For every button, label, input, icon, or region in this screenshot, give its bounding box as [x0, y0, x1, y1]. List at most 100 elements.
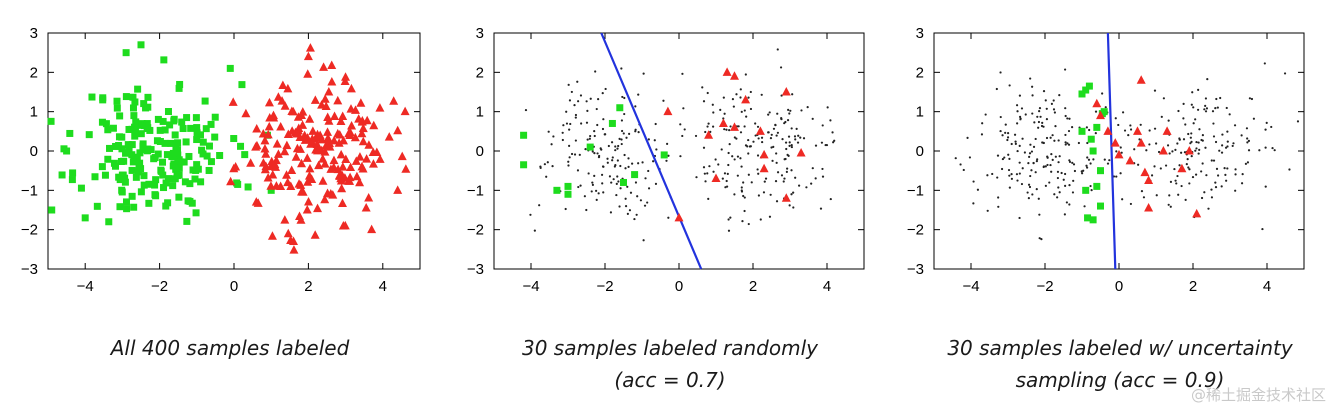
green-square-point	[133, 154, 141, 162]
unlabeled-point	[702, 146, 706, 149]
green-square-point	[162, 179, 170, 187]
unlabeled-point	[1004, 131, 1007, 134]
labeled-red-triangle	[796, 147, 806, 157]
unlabeled-point	[604, 87, 607, 91]
green-square-point	[193, 124, 201, 132]
green-square-point	[116, 112, 124, 120]
unlabeled-point	[586, 138, 589, 141]
green-square-point	[124, 141, 132, 149]
unlabeled-point	[1178, 164, 1181, 167]
green-square-point	[122, 198, 130, 206]
unlabeled-point	[1195, 147, 1198, 150]
unlabeled-point	[711, 103, 714, 106]
x-tick-label: −4	[522, 278, 539, 295]
red-triangle-point	[272, 139, 282, 148]
unlabeled-point	[1205, 174, 1208, 177]
unlabeled-point	[653, 139, 656, 142]
y-tick-label: 0	[30, 143, 38, 160]
unlabeled-point	[790, 145, 793, 149]
unlabeled-point	[601, 182, 604, 185]
unlabeled-point	[620, 142, 623, 146]
unlabeled-point	[1085, 126, 1088, 129]
unlabeled-point	[1210, 196, 1214, 199]
unlabeled-point	[1265, 121, 1268, 124]
unlabeled-point	[1224, 173, 1227, 177]
unlabeled-point	[584, 148, 587, 151]
unlabeled-point	[768, 215, 772, 218]
green-square-point	[105, 218, 113, 226]
labeled-green-square	[520, 131, 528, 139]
unlabeled-point	[1250, 97, 1254, 101]
unlabeled-point	[1162, 97, 1165, 100]
unlabeled-point	[1031, 85, 1034, 88]
green-square-point	[129, 104, 137, 112]
unlabeled-point	[614, 145, 617, 148]
unlabeled-point	[1054, 155, 1057, 158]
red-triangle-point	[291, 152, 301, 161]
y-tick-label: 1	[30, 104, 38, 121]
unlabeled-point	[585, 100, 588, 103]
decision-boundary-line	[600, 32, 703, 270]
green-square-point	[164, 175, 172, 183]
unlabeled-point	[784, 141, 788, 144]
green-square-point	[151, 181, 159, 189]
red-triangle-point	[347, 120, 357, 130]
unlabeled-point	[733, 136, 736, 139]
unlabeled-point	[1103, 158, 1106, 161]
unlabeled-point	[634, 105, 637, 108]
x-tick-label: −4	[962, 278, 979, 295]
unlabeled-point	[1037, 197, 1040, 200]
green-square-point	[201, 97, 209, 105]
unlabeled-point	[1197, 141, 1200, 144]
unlabeled-point	[761, 140, 764, 144]
x-tick-label: 2	[1189, 278, 1197, 295]
unlabeled-point	[1006, 136, 1010, 139]
unlabeled-point	[743, 196, 746, 199]
green-square-point	[267, 186, 275, 194]
unlabeled-point	[1167, 119, 1170, 122]
unlabeled-point	[1205, 107, 1209, 110]
unlabeled-point	[1038, 109, 1041, 113]
red-triangle-point	[263, 129, 273, 139]
green-square-point	[175, 164, 183, 172]
unlabeled-point	[618, 205, 621, 208]
unlabeled-point	[1027, 197, 1030, 200]
unlabeled-point	[819, 207, 823, 210]
unlabeled-point	[588, 137, 591, 140]
green-square-point	[109, 124, 117, 132]
unlabeled-point	[585, 121, 589, 124]
red-triangle-point	[333, 95, 343, 105]
unlabeled-point	[744, 73, 747, 76]
unlabeled-point	[1226, 130, 1229, 133]
unlabeled-point	[1226, 167, 1229, 170]
red-triangle-point	[305, 163, 315, 173]
unlabeled-point	[779, 66, 783, 69]
unlabeled-point	[814, 144, 818, 147]
unlabeled-point	[1057, 186, 1060, 189]
red-triangle-point	[317, 134, 327, 144]
unlabeled-point	[694, 134, 698, 138]
labeled-red-triangle	[1192, 208, 1202, 218]
red-triangle-point	[260, 144, 270, 153]
green-square-point	[131, 98, 139, 106]
labeled-green-square	[1082, 86, 1090, 94]
unlabeled-point	[829, 119, 832, 122]
green-square-point	[234, 180, 242, 188]
unlabeled-point	[1196, 108, 1200, 111]
green-square-point	[134, 85, 142, 93]
unlabeled-point	[620, 119, 624, 122]
unlabeled-point	[1035, 159, 1038, 163]
unlabeled-point	[789, 109, 792, 112]
red-triangle-point	[327, 60, 337, 69]
unlabeled-point	[578, 153, 581, 156]
green-square-point	[140, 100, 148, 108]
unlabeled-point	[1190, 103, 1193, 106]
red-triangle-point	[317, 100, 327, 109]
unlabeled-point	[593, 130, 596, 133]
unlabeled-point	[646, 201, 649, 204]
unlabeled-point	[595, 198, 598, 202]
unlabeled-point	[647, 169, 650, 173]
unlabeled-point	[1083, 205, 1086, 208]
unlabeled-point	[615, 182, 618, 185]
red-triangle-point	[277, 96, 287, 105]
